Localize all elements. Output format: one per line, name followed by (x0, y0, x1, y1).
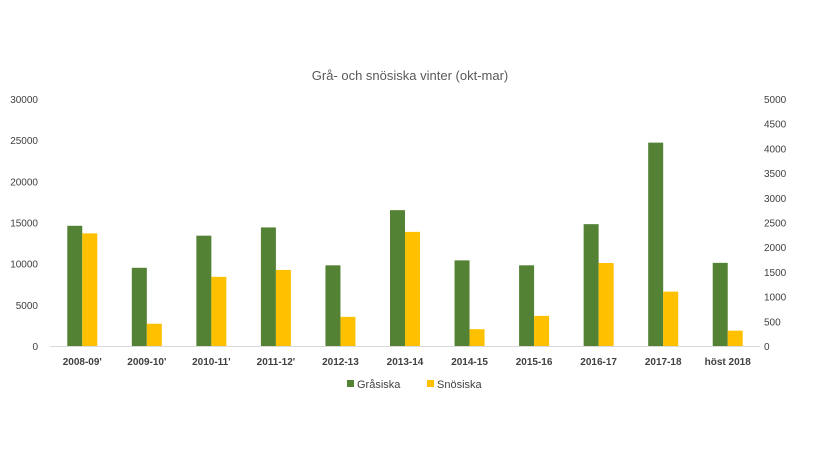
x-tick-label: 2017-18 (645, 357, 682, 368)
bar-gråsiska (67, 225, 83, 346)
bar-gråsiska (712, 262, 728, 346)
bar-snösiska (598, 263, 614, 346)
bar-gråsiska (648, 142, 664, 346)
left-y-tick-label: 0 (32, 342, 38, 353)
right-y-tick-label: 3000 (764, 194, 787, 205)
left-y-tick-label: 20000 (10, 177, 38, 188)
right-y-tick-label: 1000 (764, 293, 787, 304)
bar-snösiska (469, 329, 485, 346)
bar-snösiska (727, 330, 743, 346)
legend-swatch-snösiska (427, 380, 434, 387)
bar-snösiska (275, 269, 291, 346)
right-y-tick-label: 3500 (764, 169, 787, 180)
x-tick-label: 2013-14 (387, 357, 424, 368)
x-tick-label: 2010-11' (192, 357, 231, 368)
x-tick-label: 2015-16 (516, 357, 553, 368)
x-axis-labels: 2008-09' 2009-10' 2010-11' 2011-12' 2012-13 2… (63, 357, 751, 368)
right-y-tick-label: 1500 (764, 268, 787, 279)
bar-gråsiska (390, 210, 405, 346)
bar-gråsiska (583, 224, 599, 346)
left-y-tick-label: 30000 (10, 95, 38, 106)
legend: Gråsiska Snösiska (347, 379, 483, 391)
right-y-axis: 0 500 1000 1500 2000 2500 3000 3500 4000 4500 5000 (764, 95, 787, 353)
right-y-tick-label: 4500 (764, 120, 787, 131)
left-y-tick-label: 10000 (10, 260, 38, 271)
bar-gråsiska (131, 267, 147, 346)
x-tick-label: 2008-09' (63, 357, 102, 368)
bar-gråsiska (260, 227, 276, 346)
right-y-tick-label: 4000 (764, 144, 787, 155)
bar-gråsiska (196, 235, 212, 346)
bar-snösiska (405, 231, 420, 346)
left-y-axis: 0 5000 10000 15000 20000 25000 30000 (10, 95, 38, 353)
x-tick-label: 2009-10' (127, 357, 166, 368)
right-y-tick-label: 500 (764, 317, 781, 328)
x-tick-label: 2016-17 (580, 357, 617, 368)
right-y-tick-label: 5000 (764, 95, 787, 106)
bars (67, 142, 743, 346)
x-tick-label: 2012-13 (322, 357, 359, 368)
bar-snösiska (146, 323, 162, 346)
right-y-tick-label: 2000 (764, 243, 787, 254)
left-y-tick-label: 15000 (10, 219, 38, 230)
bar-snösiska (211, 276, 227, 346)
bar-gråsiska (519, 265, 535, 346)
x-tick-label: höst 2018 (705, 357, 752, 368)
legend-swatch-gråsiska (347, 380, 354, 387)
x-tick-label: 2014-15 (451, 357, 488, 368)
bar-snösiska (82, 233, 98, 346)
right-y-tick-label: 2500 (764, 219, 787, 230)
bar-snösiska (663, 291, 679, 346)
bar-gråsiska (325, 265, 341, 346)
right-y-tick-label: 0 (764, 342, 770, 353)
left-y-tick-label: 5000 (16, 301, 39, 312)
x-tick-label: 2011-12' (257, 357, 296, 368)
chart-title: Grå- och snösiska vinter (okt-mar) (312, 68, 509, 83)
bar-snösiska (534, 315, 550, 346)
legend-label-snösiska: Snösiska (437, 379, 483, 391)
legend-label-gråsiska: Gråsiska (357, 379, 401, 391)
bar-snösiska (340, 316, 356, 346)
left-y-tick-label: 25000 (10, 136, 38, 147)
bar-gråsiska (454, 260, 470, 346)
